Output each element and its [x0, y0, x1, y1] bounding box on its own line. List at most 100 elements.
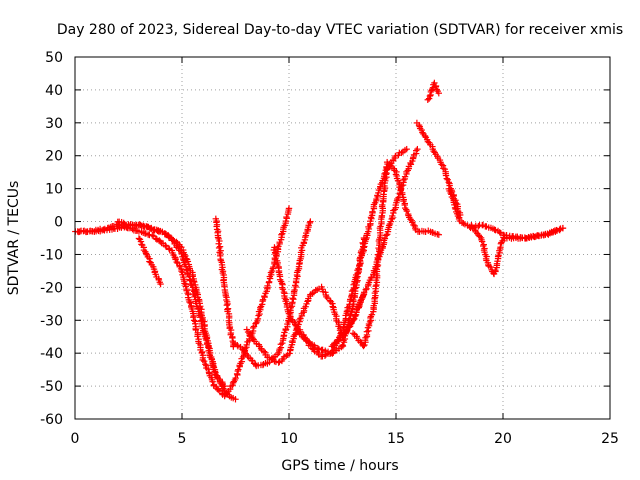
data-point: [209, 378, 216, 385]
y-tick-label: 20: [45, 149, 63, 165]
data-point: [363, 328, 371, 335]
data-point: [344, 304, 351, 311]
data-point: [243, 341, 250, 349]
data-point: [329, 347, 337, 355]
data-point: [302, 303, 309, 310]
data-point: [157, 280, 164, 288]
data-point: [413, 147, 420, 154]
data-point: [399, 191, 406, 198]
data-point: [476, 233, 483, 240]
y-tick-label: 10: [45, 182, 63, 198]
data-point: [290, 296, 297, 303]
data-point: [375, 189, 382, 197]
data-point: [362, 334, 369, 342]
series-track-11: [349, 158, 442, 350]
data-point: [204, 365, 212, 373]
series-track-10: [328, 145, 421, 350]
data-point: [372, 283, 379, 290]
data-point: [442, 172, 450, 179]
data-point: [187, 280, 195, 288]
data-point: [361, 243, 368, 250]
data-point: [445, 179, 452, 186]
data-point: [424, 96, 431, 103]
data-point: [360, 342, 367, 350]
data-point: [339, 341, 346, 349]
data-point: [430, 147, 437, 155]
data-point: [142, 250, 150, 257]
data-point: [178, 250, 185, 258]
y-tick-label: -20: [40, 280, 63, 296]
data-point: [162, 242, 169, 249]
data-point: [526, 234, 533, 241]
data-point: [199, 356, 206, 364]
data-point: [383, 163, 390, 171]
y-tick-label: -30: [40, 313, 63, 329]
data-point: [197, 314, 204, 321]
data-point: [435, 231, 442, 238]
data-point: [392, 152, 399, 160]
data-point: [289, 295, 296, 302]
x-tick-label: 10: [280, 431, 298, 447]
data-point: [283, 303, 291, 311]
data-point: [377, 180, 385, 188]
data-point: [186, 276, 193, 283]
data-point: [279, 339, 286, 347]
data-point: [146, 258, 153, 265]
data-point: [167, 234, 175, 241]
data-point: [194, 333, 201, 340]
data-point: [362, 286, 369, 293]
data-point: [307, 218, 314, 225]
series-track-3: [114, 218, 239, 403]
data-point: [278, 231, 285, 238]
data-point: [331, 340, 338, 347]
data-point: [140, 222, 147, 230]
data-point: [264, 282, 271, 290]
data-point: [261, 292, 268, 300]
data-point: [379, 201, 386, 209]
y-tick-label: 30: [45, 116, 63, 132]
x-tick-label: 5: [178, 431, 187, 447]
data-point: [354, 267, 361, 274]
series-track-5: [212, 215, 237, 350]
data-point: [368, 311, 376, 318]
data-point: [447, 189, 454, 197]
data-point: [421, 132, 429, 140]
data-point: [277, 341, 285, 348]
data-point: [275, 359, 282, 366]
data-point: [232, 396, 239, 403]
data-point: [369, 208, 376, 215]
chart-title: Day 280 of 2023, Sidereal Day-to-day VTE…: [57, 22, 623, 38]
data-point: [362, 236, 370, 243]
data-point: [429, 229, 436, 236]
series-track-4: [135, 235, 164, 288]
data-point: [190, 317, 198, 324]
data-point: [257, 345, 265, 352]
data-point: [361, 341, 368, 349]
x-tick-label: 20: [494, 431, 512, 447]
data-point: [415, 121, 423, 129]
data-point: [426, 92, 434, 100]
x-tick-label: 15: [387, 431, 405, 447]
data-point: [375, 244, 382, 252]
series-track-15: [468, 221, 567, 278]
data-point: [283, 352, 290, 360]
data-point: [235, 366, 242, 373]
data-point: [350, 316, 357, 324]
data-point: [226, 386, 234, 393]
series-track-12: [424, 79, 442, 103]
data-point: [240, 346, 247, 354]
data-point: [291, 321, 299, 328]
data-point: [454, 212, 462, 220]
axis-ticks: 0 5 10 15 20 25 50 40 30 20 10 0 -10 -20 -30 -40 -50 -60: [40, 50, 619, 447]
data-point: [500, 234, 507, 241]
series-track-9: [296, 145, 410, 360]
data-point: [403, 145, 410, 153]
data-point: [279, 286, 287, 293]
data-point: [233, 370, 241, 378]
data-point: [183, 266, 190, 273]
data-point: [286, 312, 294, 320]
data-point: [285, 205, 293, 212]
data-point: [496, 229, 503, 236]
y-tick-label: -40: [40, 346, 63, 362]
x-tick-label: 0: [71, 431, 80, 447]
